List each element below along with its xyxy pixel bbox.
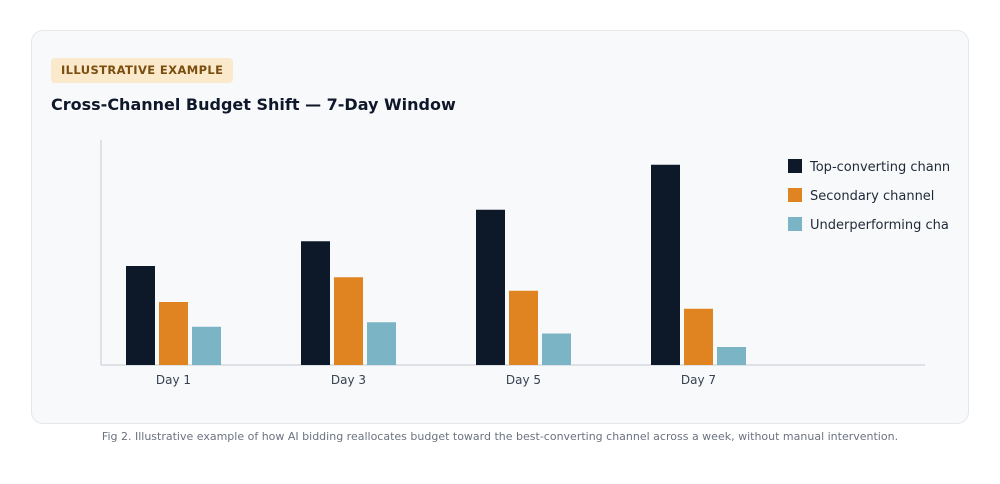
bar-series3-day-5 [542,333,571,365]
figure-caption: Fig 2. Illustrative example of how AI bi… [101,430,899,443]
illustrative-badge: ILLUSTRATIVE EXAMPLE [51,58,234,83]
bar-series1-day-1 [126,266,155,365]
legend-swatch [788,217,802,231]
chart-title: Cross-Channel Budget Shift — 7-Day Windo… [51,95,456,114]
bar-series1-day-7 [651,164,680,365]
x-tick-label: Day 3 [331,373,366,387]
bar-series2-day-7 [684,308,713,365]
bar-series3-day-3 [367,322,396,365]
x-tick-labels: Day 1 Day 3 Day 5 Day 7 [156,373,716,387]
legend-label: Secondary channel [810,189,934,204]
x-tick-label: Day 7 [681,373,716,387]
bars-group [126,164,746,365]
bar-series1-day-5 [476,209,505,365]
legend-label: Top-converting channel [809,160,962,175]
legend: Top-converting channel Secondary channel U… [788,159,977,233]
bar-series2-day-1 [159,302,188,365]
x-tick-label: Day 1 [156,373,191,387]
bar-series3-day-1 [192,326,221,365]
bar-series2-day-3 [334,277,363,365]
legend-swatch [788,188,802,202]
x-tick-label: Day 5 [506,373,541,387]
bar-series1-day-3 [301,241,330,365]
legend-swatch [788,159,802,173]
bar-series2-day-5 [509,290,538,365]
legend-label: Underperforming channel [810,218,977,233]
bar-series3-day-7 [717,347,746,365]
